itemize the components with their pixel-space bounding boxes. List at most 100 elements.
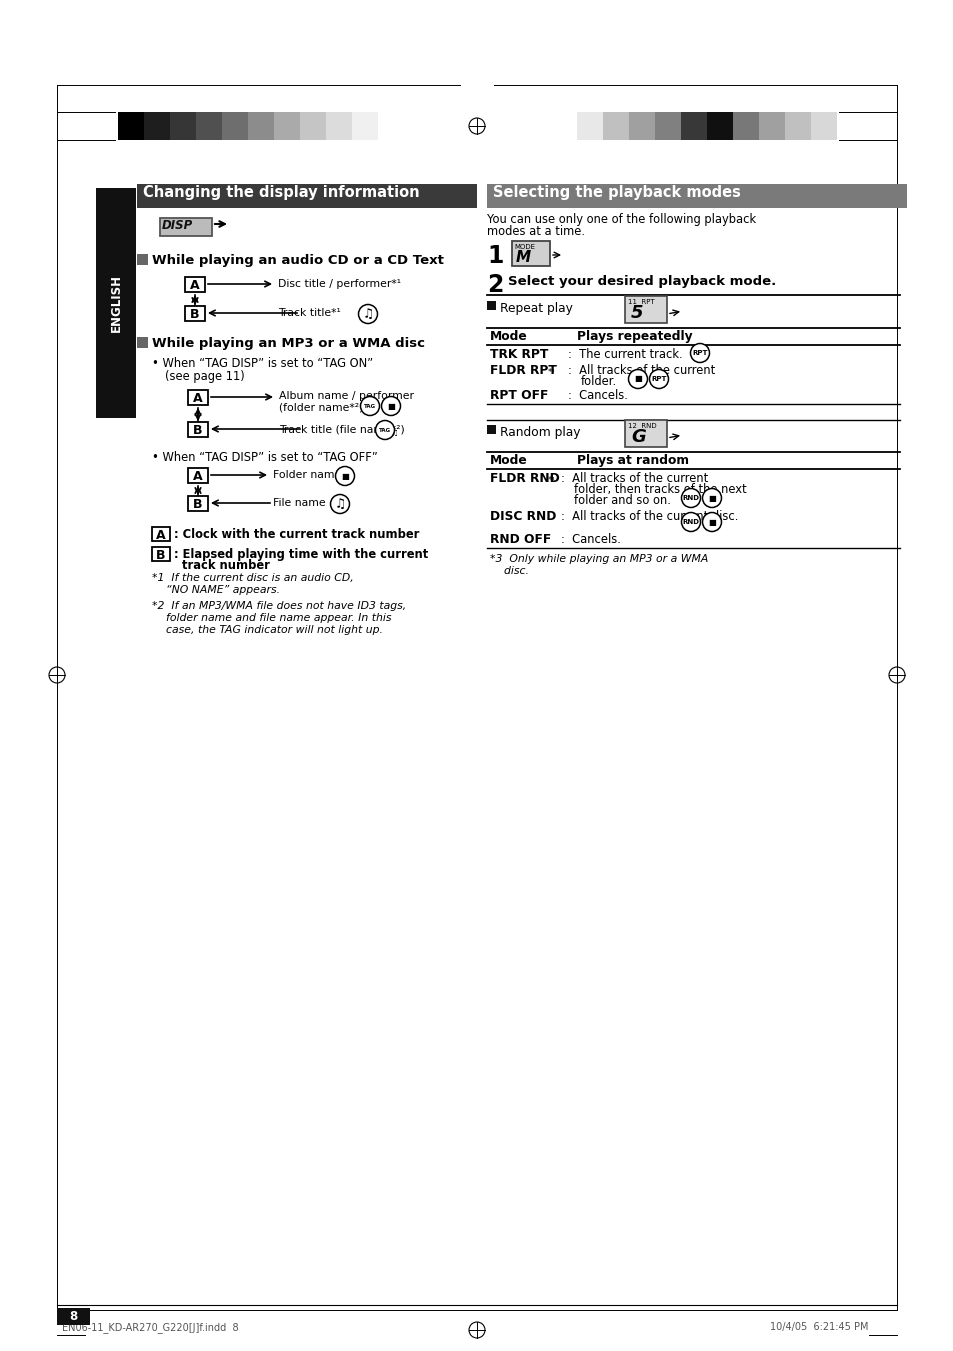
Text: TAG: TAG: [378, 427, 391, 432]
Text: *3  Only while playing an MP3 or a WMA: *3 Only while playing an MP3 or a WMA: [490, 554, 708, 563]
Text: DISP: DISP: [162, 219, 193, 232]
Bar: [486, 184, 906, 208]
Text: • When “TAG DISP” is set to “TAG ON”: • When “TAG DISP” is set to “TAG ON”: [152, 357, 373, 370]
Text: RPT: RPT: [692, 350, 707, 357]
Text: 11  RPT: 11 RPT: [627, 299, 654, 305]
Text: ■: ■: [387, 401, 395, 411]
Bar: [706, 112, 732, 141]
Circle shape: [701, 489, 720, 508]
Bar: [486, 301, 496, 309]
Bar: [185, 305, 205, 322]
Text: B: B: [193, 424, 203, 436]
Text: Changing the display information: Changing the display information: [143, 185, 419, 200]
Text: A: A: [193, 470, 203, 484]
Bar: [732, 112, 759, 141]
Text: *³: *³: [547, 367, 555, 377]
Text: :  Cancels.: : Cancels.: [560, 534, 620, 546]
Text: Disc title / performer*¹: Disc title / performer*¹: [277, 280, 400, 289]
Text: ■: ■: [341, 471, 349, 481]
Text: folder, then tracks of the next: folder, then tracks of the next: [574, 484, 746, 496]
Text: disc.: disc.: [490, 566, 529, 576]
Text: 5: 5: [630, 304, 643, 322]
Bar: [185, 277, 205, 292]
Text: You can use only one of the following playback: You can use only one of the following pl…: [486, 213, 756, 226]
Bar: [137, 336, 148, 349]
Text: 8: 8: [69, 1310, 77, 1324]
Text: ♫: ♫: [334, 497, 345, 511]
Text: • When “TAG DISP” is set to “TAG OFF”: • When “TAG DISP” is set to “TAG OFF”: [152, 451, 377, 463]
Circle shape: [690, 343, 709, 362]
Text: folder and so on.: folder and so on.: [574, 494, 670, 507]
Bar: [137, 254, 148, 265]
Bar: [624, 296, 666, 323]
Text: :  All tracks of the current: : All tracks of the current: [560, 471, 707, 485]
Text: Mode: Mode: [490, 454, 527, 467]
Bar: [137, 184, 476, 208]
Text: ♫: ♫: [390, 427, 397, 436]
Text: Track title*¹: Track title*¹: [277, 308, 340, 317]
Text: :  The current track.: : The current track.: [567, 349, 682, 361]
Text: case, the TAG indicator will not light up.: case, the TAG indicator will not light u…: [152, 626, 382, 635]
Text: Plays repeatedly: Plays repeatedly: [577, 330, 692, 343]
Text: FLDR RND: FLDR RND: [490, 471, 559, 485]
Bar: [577, 112, 602, 141]
Bar: [680, 112, 706, 141]
Text: track number: track number: [173, 559, 270, 571]
Circle shape: [358, 304, 377, 323]
Bar: [188, 496, 208, 511]
Text: Track title (file name*²): Track title (file name*²): [278, 424, 404, 434]
Bar: [810, 112, 836, 141]
Text: (folder name*²): (folder name*²): [278, 403, 363, 412]
Text: A: A: [156, 530, 166, 542]
Bar: [160, 218, 212, 236]
Text: folder name and file name appear. In this: folder name and file name appear. In thi…: [152, 613, 391, 623]
Bar: [248, 112, 274, 141]
Bar: [57, 1308, 90, 1325]
Text: Folder name: Folder name: [273, 470, 341, 480]
Text: (see page 11): (see page 11): [165, 370, 245, 382]
Bar: [118, 112, 144, 141]
Bar: [274, 112, 299, 141]
Bar: [222, 112, 248, 141]
Text: *1  If the current disc is an audio CD,: *1 If the current disc is an audio CD,: [152, 573, 354, 584]
Circle shape: [360, 396, 379, 416]
Text: : Elapsed playing time with the current: : Elapsed playing time with the current: [173, 549, 428, 561]
Text: *2  If an MP3/WMA file does not have ID3 tags,: *2 If an MP3/WMA file does not have ID3 …: [152, 601, 406, 611]
Text: Selecting the playback modes: Selecting the playback modes: [493, 185, 740, 200]
Bar: [188, 467, 208, 484]
Text: While playing an audio CD or a CD Text: While playing an audio CD or a CD Text: [152, 254, 443, 267]
Bar: [628, 112, 655, 141]
Text: While playing an MP3 or a WMA disc: While playing an MP3 or a WMA disc: [152, 336, 424, 350]
Bar: [152, 527, 170, 540]
Bar: [784, 112, 810, 141]
Text: RND: RND: [681, 519, 699, 526]
Text: TAG: TAG: [363, 404, 375, 408]
Text: Album name / performer: Album name / performer: [278, 390, 414, 401]
Text: modes at a time.: modes at a time.: [486, 226, 584, 238]
Text: ENGLISH: ENGLISH: [110, 274, 122, 332]
Circle shape: [680, 489, 700, 508]
Text: B: B: [193, 499, 203, 511]
Text: 2: 2: [486, 273, 503, 297]
Text: :  All tracks of the current disc.: : All tracks of the current disc.: [560, 509, 738, 523]
Circle shape: [680, 512, 700, 531]
Bar: [299, 112, 326, 141]
Text: RND: RND: [681, 494, 699, 501]
Text: ■: ■: [707, 517, 715, 527]
Circle shape: [701, 512, 720, 531]
Bar: [188, 422, 208, 436]
Text: :  All tracks of the current: : All tracks of the current: [567, 363, 715, 377]
Text: folder.: folder.: [580, 376, 617, 388]
Text: A: A: [193, 392, 203, 405]
Bar: [152, 547, 170, 561]
Text: G: G: [630, 428, 645, 446]
Text: *³: *³: [547, 476, 555, 485]
Text: Random play: Random play: [499, 426, 579, 439]
Text: RPT: RPT: [651, 376, 666, 382]
Bar: [352, 112, 377, 141]
Bar: [170, 112, 195, 141]
Circle shape: [628, 370, 647, 389]
Bar: [195, 112, 222, 141]
Text: RPT OFF: RPT OFF: [490, 389, 548, 403]
Text: ■: ■: [707, 493, 715, 503]
